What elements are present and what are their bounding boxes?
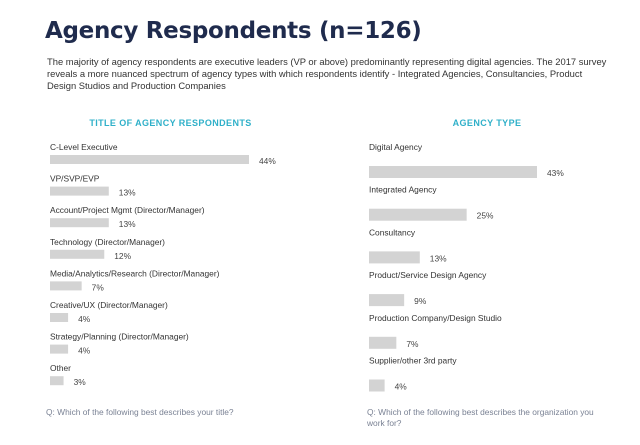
title-chart-bar <box>50 249 105 259</box>
title-chart-value-label: 13% <box>119 188 136 198</box>
agency-type-chart-value-label: 13% <box>430 253 447 263</box>
title-chart-value-label: 13% <box>119 219 136 229</box>
title-chart-value-label: 12% <box>114 251 131 261</box>
title-chart-value-label: 3% <box>74 377 87 387</box>
title-chart-bar <box>50 376 64 386</box>
agency-type-chart-category-label: Integrated Agency <box>369 185 437 195</box>
agency-type-chart-value-label: 7% <box>406 339 419 349</box>
title-chart-category-label: Creative/UX (Director/Manager) <box>50 300 168 310</box>
title-chart-category-label: Media/Analytics/Research (Director/Manag… <box>50 268 220 278</box>
title-chart-bar <box>50 281 82 291</box>
title-chart-category-label: Technology (Director/Manager) <box>50 237 165 247</box>
agency-type-chart-bar <box>369 294 405 307</box>
agency-type-chart-category-label: Production Company/Design Studio <box>369 313 502 323</box>
title-chart-bar <box>50 218 109 228</box>
agency-type-chart-heading: AGENCY TYPE <box>452 118 522 128</box>
title-chart-bar <box>50 344 69 354</box>
agency-type-chart-category-label: Consultancy <box>369 227 416 237</box>
agency-type-chart-value-label: 9% <box>414 296 427 306</box>
title-chart-category-label: VP/SVP/EVP <box>50 174 100 184</box>
agency-type-chart-bar <box>369 166 537 178</box>
agency-type-chart-category-label: Supplier/other 3rd party <box>369 356 457 366</box>
title-question: Q: Which of the following best describes… <box>46 407 234 417</box>
agency-type-chart-value-label: 4% <box>395 382 408 392</box>
title-chart-category-label: C-Level Executive <box>50 142 118 152</box>
title-bar-chart: C-Level Executive 44% VP/SVP/EVP 13% Account… <box>50 142 276 387</box>
agency-type-chart-category-label: Product/Service Design Agency <box>369 270 487 280</box>
title-chart-value-label: 4% <box>78 314 91 324</box>
organization-question: Q: Which of the following best describes… <box>367 407 594 428</box>
agency-type-chart-bar <box>369 251 420 264</box>
title-chart-category-label: Strategy/Planning (Director/Manager) <box>50 332 189 342</box>
page-title: Agency Respondents (n=126) <box>45 18 422 44</box>
title-chart-bar <box>50 186 109 196</box>
agency-type-chart-bar <box>369 208 467 221</box>
agency-type-chart-value-label: 43% <box>547 168 564 178</box>
title-chart-bar <box>50 313 69 322</box>
title-chart-heading: TITLE OF AGENCY RESPONDENTS <box>89 118 252 128</box>
title-chart-category-label: Other <box>50 363 71 373</box>
title-chart-value-label: 4% <box>78 346 91 356</box>
title-chart-category-label: Account/Project Mgmt (Director/Manager) <box>50 205 205 215</box>
intro-paragraph: The majority of agency respondents are e… <box>47 56 607 92</box>
title-chart-value-label: 44% <box>259 156 276 166</box>
title-chart-value-label: 7% <box>92 282 105 292</box>
title-chart-bar <box>50 155 249 164</box>
agency-type-chart-bar <box>369 379 385 392</box>
agency-type-chart-category-label: Digital Agency <box>369 142 423 152</box>
agency-type-bar-chart: Digital Agency 43% Integrated Agency 25% Con… <box>369 142 564 392</box>
agency-type-chart-value-label: 25% <box>477 211 494 221</box>
agency-type-chart-bar <box>369 336 397 349</box>
